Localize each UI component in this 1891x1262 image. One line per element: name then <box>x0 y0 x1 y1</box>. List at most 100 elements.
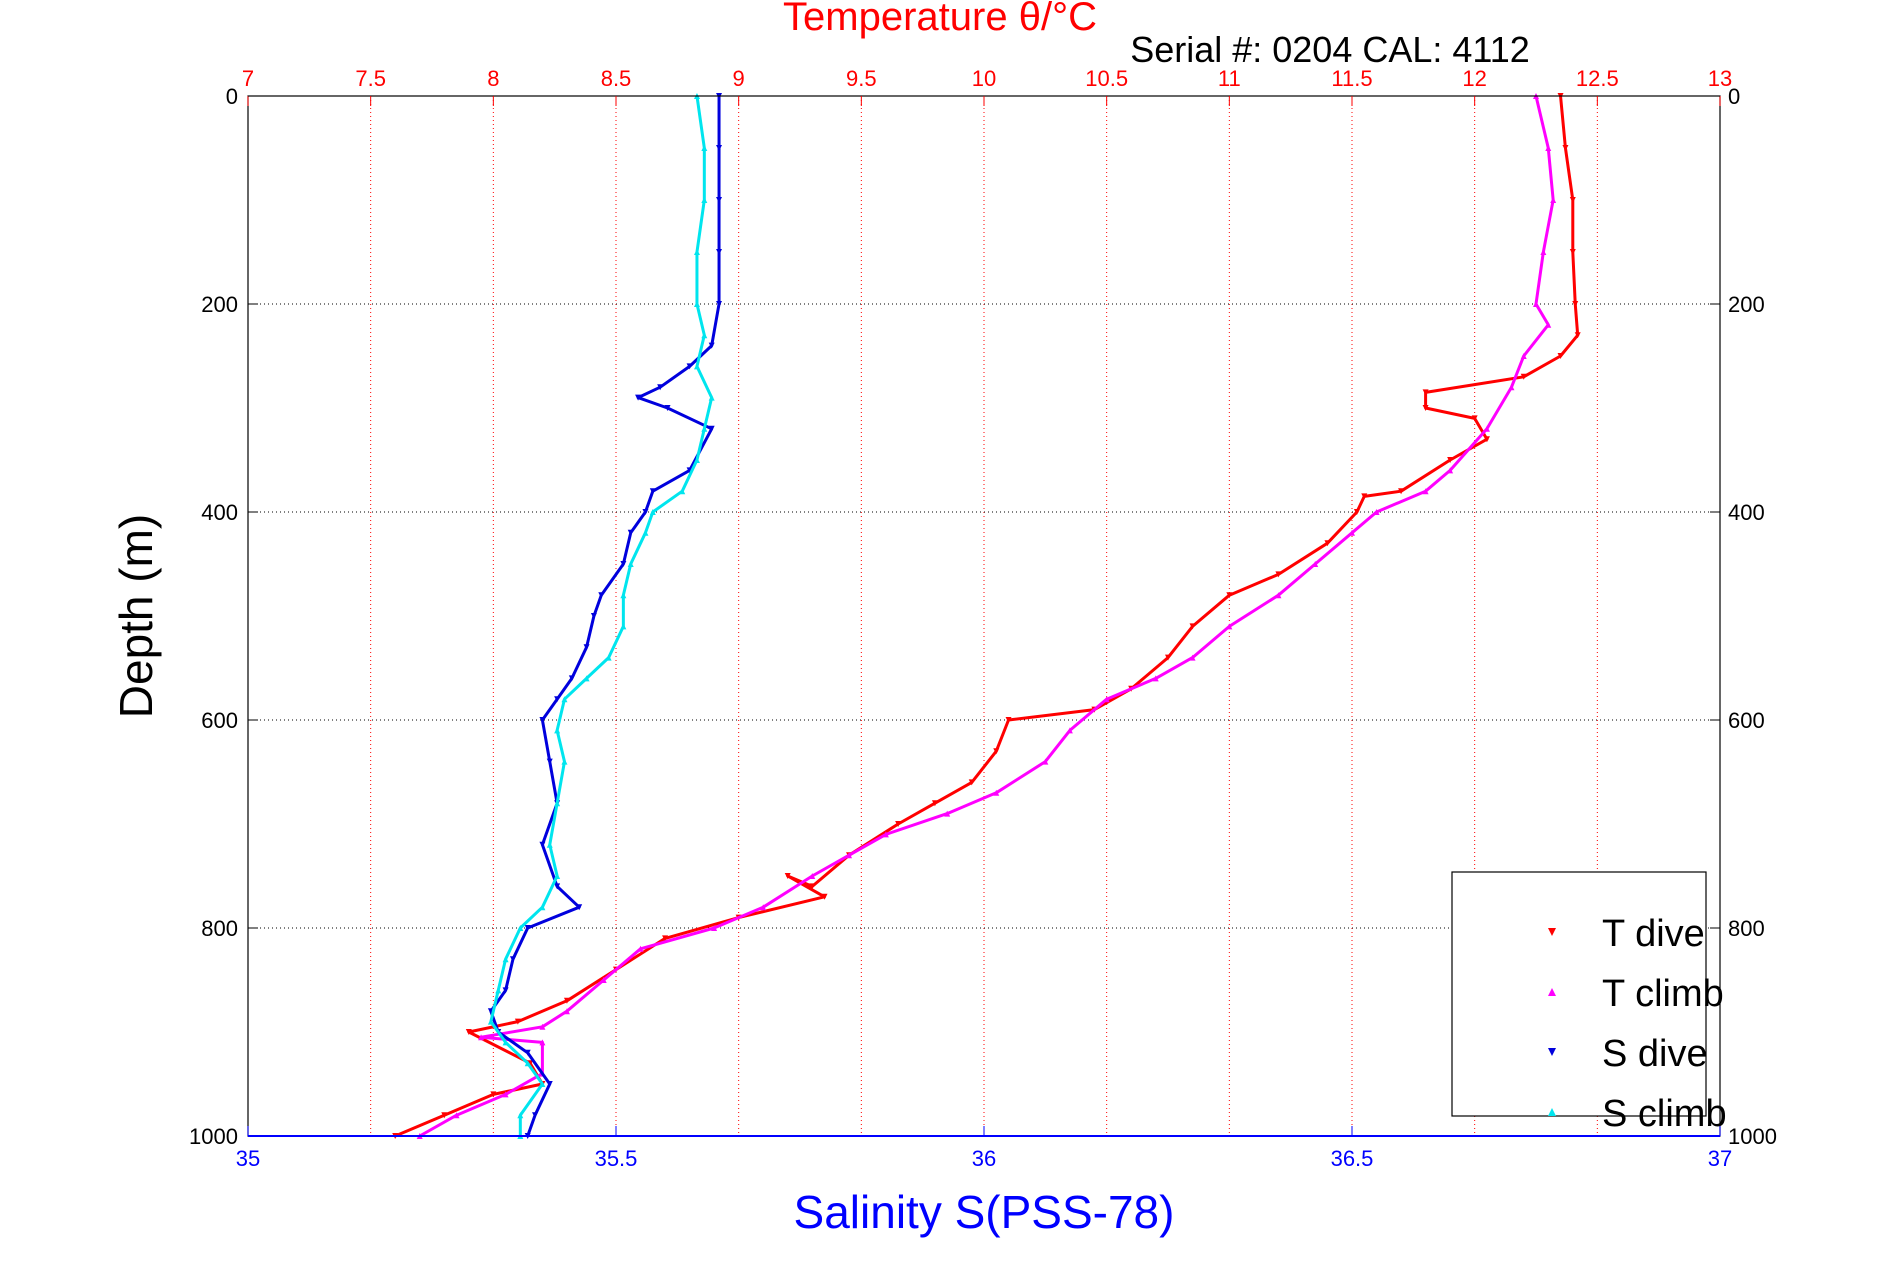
data-point-t-dive <box>1165 654 1171 661</box>
data-point-s-climb <box>693 363 700 370</box>
data-point-s-climb <box>693 249 700 255</box>
data-point-t-dive <box>1422 405 1429 411</box>
data-point-t-dive <box>662 935 669 942</box>
data-point-s-climb <box>708 394 715 401</box>
salinity-tick-label: 36 <box>972 1146 996 1171</box>
data-point-t-dive <box>563 997 570 1004</box>
salinity-tick-label: 35.5 <box>595 1146 638 1171</box>
depth-tick-label-left: 0 <box>226 84 238 109</box>
data-point-s-climb <box>627 561 634 567</box>
data-point-s-climb <box>693 457 700 463</box>
data-point-s-climb <box>701 197 708 203</box>
data-point-s-climb <box>561 696 568 703</box>
data-point-s-climb <box>693 301 700 307</box>
data-point-t-dive <box>1562 145 1569 151</box>
data-point-t-climb <box>711 925 718 931</box>
legend-marker-s-dive <box>1548 1048 1556 1056</box>
data-point-t-climb <box>600 977 607 983</box>
data-point-s-climb <box>583 675 590 682</box>
data-point-t-dive <box>1447 457 1454 463</box>
data-point-s-climb <box>649 509 656 515</box>
data-point-s-climb <box>679 488 686 495</box>
data-point-s-dive <box>686 363 693 370</box>
data-point-t-climb <box>993 789 1000 796</box>
data-point-s-dive <box>708 425 715 432</box>
data-point-t-climb <box>539 1039 546 1046</box>
series-t-climb <box>416 93 1557 1139</box>
salinity-tick-label: 35 <box>236 1146 260 1171</box>
depth-tick-label-left: 800 <box>201 916 238 941</box>
data-point-s-climb <box>517 925 524 931</box>
series-layer <box>392 93 1581 1139</box>
data-point-s-dive <box>635 394 642 401</box>
data-point-t-climb <box>1447 467 1454 474</box>
data-point-t-dive <box>784 873 791 879</box>
data-point-t-dive <box>895 821 902 827</box>
data-point-t-climb <box>502 1091 509 1098</box>
data-point-s-dive <box>532 1112 539 1119</box>
series-s-climb <box>487 93 715 1139</box>
y-axis-label: Depth (m) <box>110 514 162 718</box>
data-point-t-dive <box>968 779 975 786</box>
data-point-t-climb <box>1422 488 1429 495</box>
data-point-s-climb <box>620 623 627 630</box>
temperature-tick-label: 8 <box>487 66 499 91</box>
data-point-t-dive <box>1569 197 1576 203</box>
legend-box <box>1451 871 1707 1117</box>
data-point-s-dive <box>554 883 561 890</box>
data-point-s-dive <box>539 841 546 848</box>
data-point-t-climb <box>1545 145 1552 151</box>
data-point-t-climb <box>1349 529 1355 536</box>
data-point-t-climb <box>1483 425 1490 432</box>
data-point-s-climb <box>701 332 708 339</box>
data-point-t-dive <box>1574 332 1581 339</box>
data-point-s-dive <box>524 1049 531 1056</box>
legend-label-s-dive: S dive <box>1602 1033 1708 1075</box>
data-point-t-climb <box>478 1034 485 1041</box>
data-point-s-climb <box>495 987 502 994</box>
data-point-t-climb <box>1152 675 1159 682</box>
salinity-tick-label: 36.5 <box>1331 1146 1374 1171</box>
legend-label-t-climb: T climb <box>1602 973 1724 1015</box>
data-point-s-climb <box>539 904 546 911</box>
data-point-s-climb <box>546 841 553 848</box>
data-point-t-dive <box>1422 389 1429 396</box>
data-point-t-dive <box>1557 353 1564 359</box>
chart-subtitle: Serial #: 0204 CAL: 4112 <box>1130 29 1530 70</box>
data-point-s-climb <box>701 145 708 151</box>
data-point-t-dive <box>465 1029 472 1035</box>
data-point-t-climb <box>539 1023 546 1030</box>
temperature-tick-label: 12 <box>1462 66 1486 91</box>
data-point-s-dive <box>590 613 597 619</box>
chart-title: Temperature θ/°C <box>783 0 1097 39</box>
data-point-s-dive <box>716 197 723 203</box>
data-point-t-climb <box>1508 384 1515 391</box>
data-point-t-climb <box>1042 758 1049 765</box>
data-point-s-climb <box>502 956 509 963</box>
data-point-s-climb <box>554 800 561 807</box>
data-point-s-dive <box>583 644 590 651</box>
temperature-tick-label: 9.5 <box>846 66 877 91</box>
data-point-t-dive <box>1189 623 1196 630</box>
data-point-t-dive <box>1353 509 1360 515</box>
temperature-tick-label: 10 <box>972 66 996 91</box>
legend-marker-s-climb <box>1548 1108 1556 1116</box>
data-point-s-dive <box>502 987 509 994</box>
depth-tick-label-left: 400 <box>201 500 238 525</box>
temperature-tick-label: 9 <box>733 66 745 91</box>
data-point-s-climb <box>502 1039 509 1046</box>
data-point-s-dive <box>716 145 723 151</box>
data-point-t-climb <box>1275 592 1282 599</box>
data-point-t-climb <box>846 852 853 859</box>
data-point-t-dive <box>527 1060 534 1067</box>
data-point-t-climb <box>1373 509 1380 515</box>
data-point-s-dive <box>627 529 634 536</box>
data-point-t-dive <box>1005 717 1012 723</box>
legend: T dive T climb S dive S climb <box>1451 871 1727 1135</box>
data-point-t-climb <box>453 1112 460 1119</box>
data-point-s-dive <box>524 925 531 931</box>
data-point-t-dive <box>1483 436 1490 443</box>
data-point-t-climb <box>563 1008 570 1015</box>
series-line-t-climb <box>418 95 1555 1138</box>
